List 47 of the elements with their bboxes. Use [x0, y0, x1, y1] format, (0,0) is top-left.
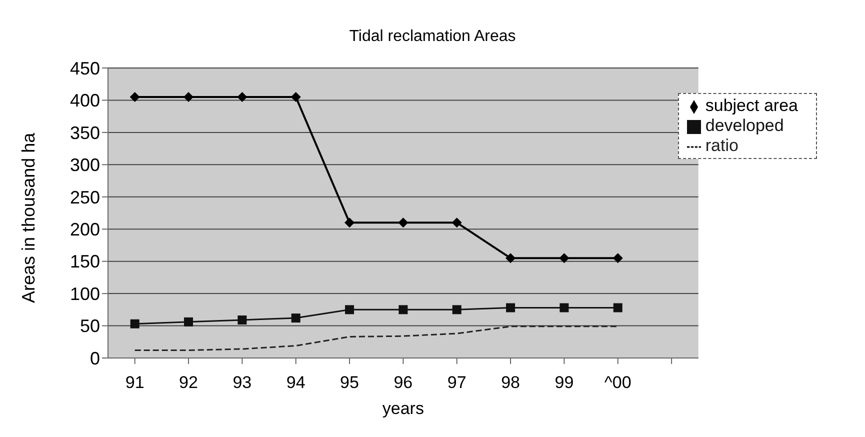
y-tick-label: 50 [80, 316, 100, 336]
point [290, 92, 301, 102]
x-tick-label: 99 [554, 373, 574, 392]
point [184, 317, 194, 326]
legend-label: ratio [705, 136, 738, 155]
y-tick-label: 300 [70, 155, 100, 176]
line-series [134, 326, 619, 352]
point [398, 305, 408, 314]
y-tick-label: 100 [70, 284, 100, 304]
point [238, 315, 247, 324]
point [130, 319, 140, 328]
y-tick-label: 350 [70, 122, 100, 143]
x-tick-label: 94 [286, 373, 306, 392]
legend-label: developed [705, 116, 784, 135]
x-axis-title: years [382, 399, 424, 418]
y-tick-label: 400 [70, 90, 100, 111]
x-tick-label: 96 [394, 373, 413, 392]
y-axis-title: Areas in thousand ha [18, 132, 38, 303]
point [612, 253, 623, 264]
point [344, 218, 355, 228]
x-tick-label: ^00 [604, 373, 632, 392]
point [184, 92, 194, 102]
point [560, 303, 569, 312]
x-tick-label: 97 [447, 373, 466, 392]
y-tick-label: 450 [70, 58, 100, 78]
y-tick-label: 150 [70, 252, 100, 272]
x-tick-label: 92 [179, 373, 198, 392]
point [452, 218, 462, 228]
x-tick-label: 95 [340, 373, 359, 392]
point [559, 253, 570, 264]
y-tick-label: 250 [70, 187, 100, 208]
y-tick-label: 0 [90, 348, 100, 368]
point [506, 303, 516, 312]
x-tick-label: 91 [125, 373, 144, 392]
point [613, 303, 622, 312]
point [345, 305, 354, 314]
point [291, 314, 300, 323]
y-tick-label: 200 [70, 220, 100, 240]
point [506, 253, 516, 264]
x-tick-label: 98 [501, 373, 520, 392]
point [398, 218, 408, 228]
point [237, 92, 248, 102]
chart-title: Tidal reclamation Areas [348, 27, 517, 47]
point [130, 92, 140, 102]
point [452, 305, 462, 314]
legend-label: subject area [705, 96, 798, 115]
x-tick-label: 93 [232, 373, 252, 392]
